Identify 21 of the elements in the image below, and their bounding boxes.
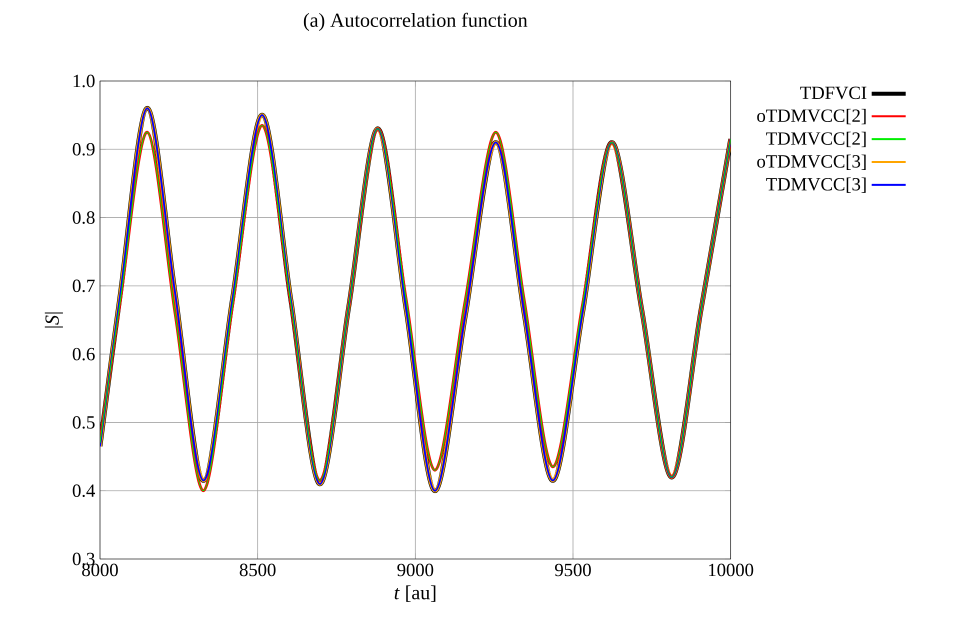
chart-title: (a) Autocorrelation function [304,12,528,32]
y-tick-label: 0.7 [72,280,95,292]
x-axis-title: t [au] [394,585,436,602]
legend-label: oTDMVCC[3] [757,154,866,170]
legend-label: TDMVCC[3] [766,177,866,193]
y-tick-label: 0.8 [72,211,95,224]
legend-label: TDMVCC[2] [766,132,866,148]
y-tick-label: 1.0 [74,74,95,88]
y-tick-label: 0.3 [72,552,95,566]
x-tick-label: 8500 [240,564,276,576]
x-tick-label: 10000 [709,564,754,576]
x-tick-label: 8000 [82,564,118,576]
x-tick-label: 9500 [555,564,591,576]
y-tick-label: 0.4 [72,484,96,498]
legend-label: TDFVCI [800,86,866,100]
y-axis-title: |S| [44,312,63,328]
y-tick-label: 0.9 [72,142,95,156]
x-tick-label: 9000 [397,564,434,576]
y-tick-label: 0.6 [72,348,95,360]
y-tick-label: 0.5 [72,416,95,429]
legend-label: oTDMVCC[2] [757,108,866,124]
